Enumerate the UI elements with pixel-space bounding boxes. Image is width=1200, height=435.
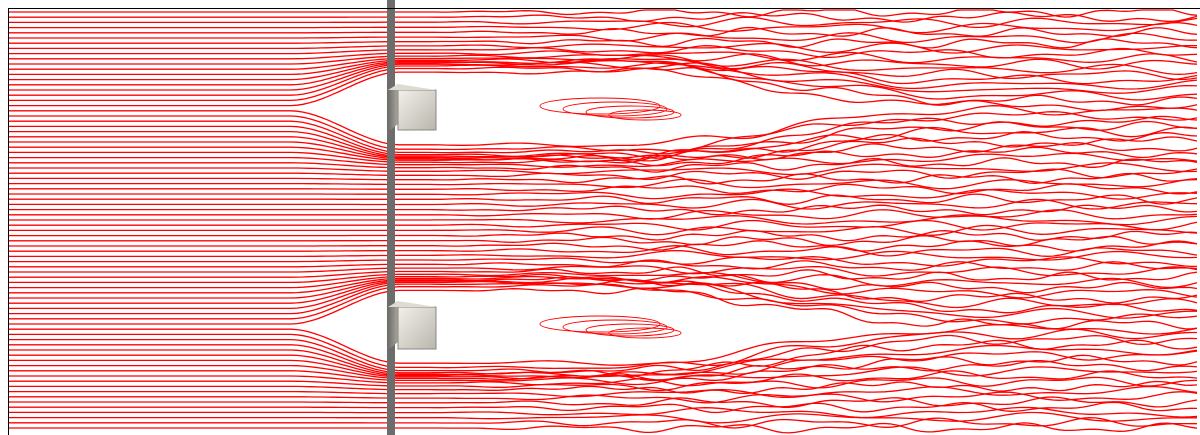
obstacle [388,84,436,132]
flow-visualization [0,0,1200,435]
page: (() => { const data = JSON.parse(documen… [0,0,1200,435]
obstacle [388,301,436,350]
plate [387,0,395,435]
